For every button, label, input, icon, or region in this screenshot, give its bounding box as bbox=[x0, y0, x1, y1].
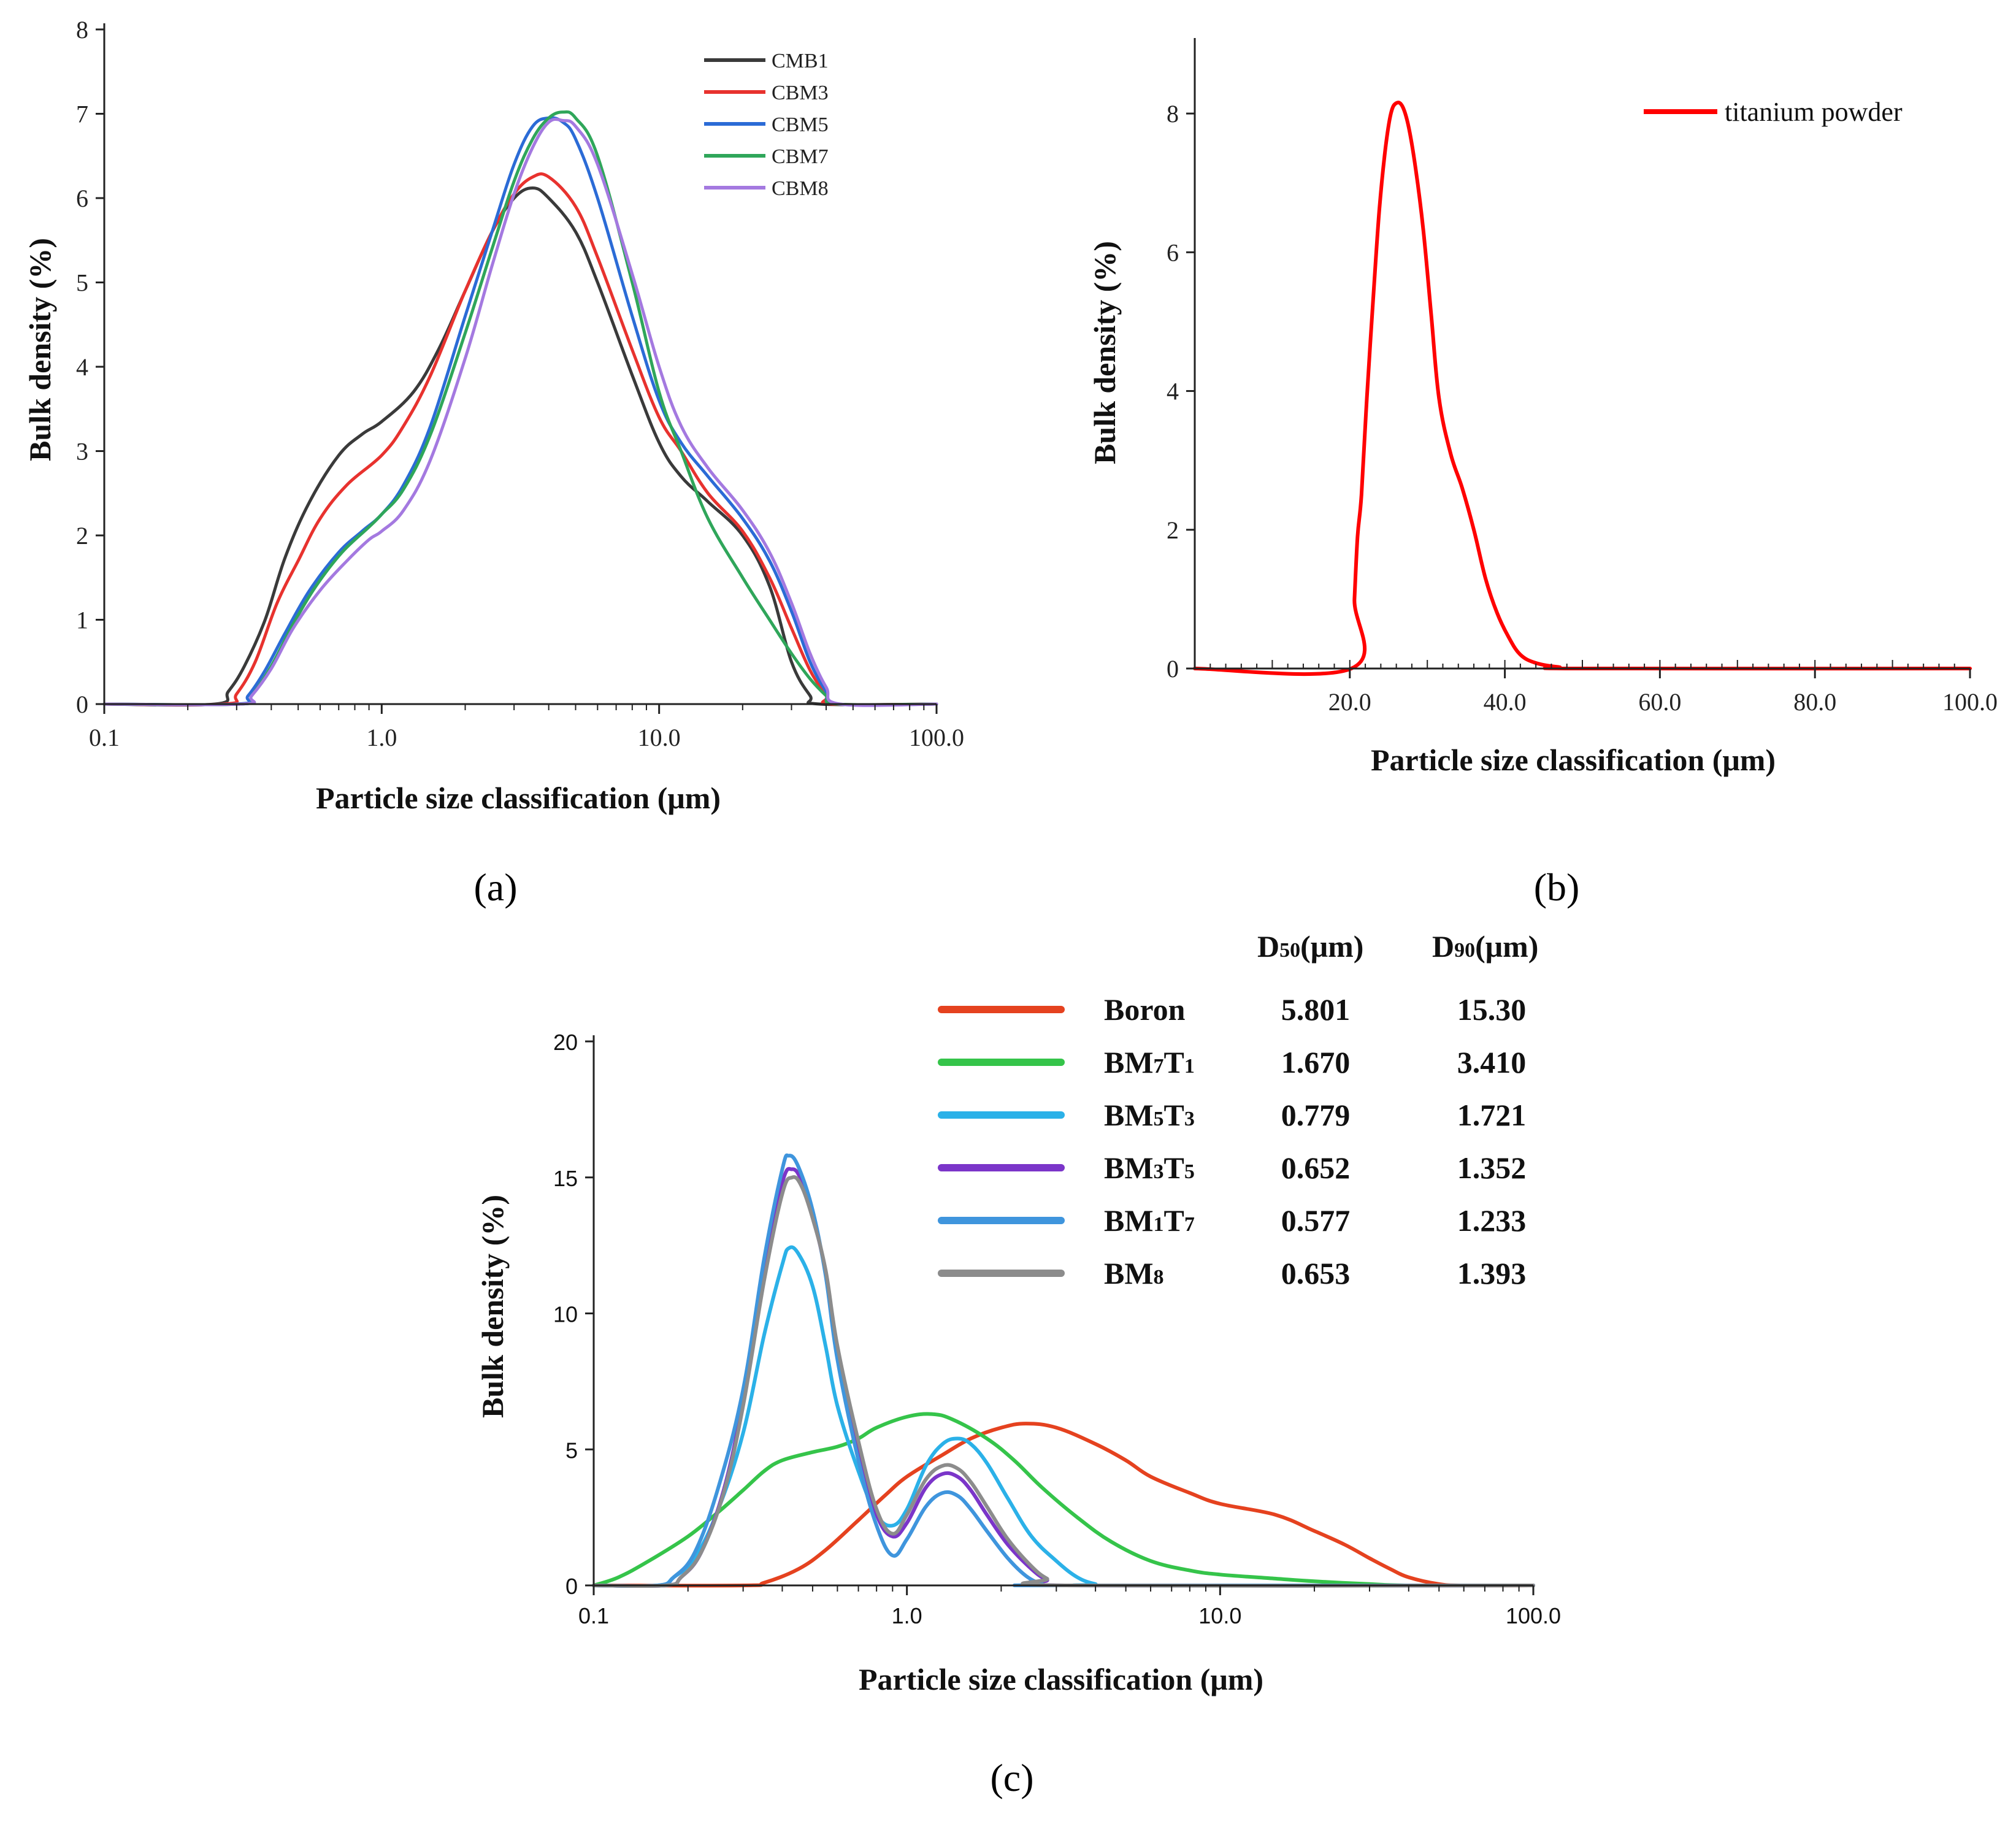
c-series-bm7t1-line bbox=[592, 1412, 1535, 1588]
c-y-tick-label: 20 bbox=[553, 1030, 578, 1055]
panel-c-legend-label-boron: Boron bbox=[1104, 992, 1186, 1027]
panel-c-legend-d90-bm5t3: 1.721 bbox=[1457, 1098, 1527, 1132]
b-x-tick-label: 60.0 bbox=[1638, 688, 1681, 716]
panel-a-axes bbox=[103, 23, 937, 705]
panel-b-label: (b) bbox=[1534, 865, 1580, 909]
panel-a-xlabel: Particle size classification (μm) bbox=[316, 781, 721, 815]
panel-a-legend-label-cbm3: CBM3 bbox=[772, 82, 829, 104]
c-series-bm8-line bbox=[592, 1175, 1535, 1588]
b-y-tick-label: 2 bbox=[1167, 516, 1179, 544]
b-x-tick-label: 100.0 bbox=[1942, 688, 1998, 716]
panel-a-series-group bbox=[102, 110, 938, 707]
c-x-tick-label: 10.0 bbox=[1198, 1603, 1241, 1628]
panel-c-legend: D50(μm) D90(μm) Boron 5.801 15.30 BM7T1 1.670 3… bbox=[938, 929, 1538, 1290]
b-x-tick-label: 20.0 bbox=[1328, 688, 1371, 716]
c-y-tick-label: 15 bbox=[553, 1166, 578, 1191]
c-x-tick-label: 1.0 bbox=[892, 1603, 922, 1628]
panel-b-axes bbox=[1194, 38, 1970, 670]
panel-c-legend-label-bm5t3: BM5T3 bbox=[1104, 1098, 1195, 1132]
panel-c-xlabel: Particle size classification (μm) bbox=[859, 1662, 1263, 1696]
panel-c-axes bbox=[592, 1035, 1533, 1587]
c-y-tick-label: 5 bbox=[565, 1438, 578, 1463]
c-y-tick-label: 10 bbox=[553, 1302, 578, 1327]
a-series-cbm7-line bbox=[102, 110, 938, 707]
b-x-tick-label: 40.0 bbox=[1484, 688, 1527, 716]
b-y-tick-label: 4 bbox=[1167, 378, 1179, 405]
panel-a-legend: CMB1 CBM3 CBM5 CBM7 CBM8 bbox=[704, 50, 829, 200]
panel-c-ylabel: Bulk density (%) bbox=[475, 1195, 510, 1418]
a-x-tick-label: 0.1 bbox=[89, 724, 120, 751]
panel-c-legend-d90-bm1t7: 1.233 bbox=[1457, 1203, 1527, 1238]
a-y-tick-label: 8 bbox=[76, 16, 88, 44]
panel-c-legend-d90-bm3t5: 1.352 bbox=[1457, 1151, 1527, 1185]
panel-c-legend-label-bm1t7: BM1T7 bbox=[1104, 1203, 1195, 1238]
a-x-tick-label: 10.0 bbox=[638, 724, 681, 751]
panel-b-series-group bbox=[1193, 101, 1972, 676]
c-series-boron-line bbox=[592, 1422, 1535, 1588]
a-y-tick-label: 7 bbox=[76, 101, 88, 128]
panel-c-legend-label-bm3t5: BM3T5 bbox=[1104, 1151, 1195, 1185]
panel-b-legend: titanium powder bbox=[1644, 97, 1903, 127]
b-x-tick-label: 80.0 bbox=[1793, 688, 1836, 716]
a-y-tick-label: 6 bbox=[76, 185, 88, 212]
panel-a-label: (a) bbox=[473, 865, 517, 909]
panel-a-legend-label-cmb1: CMB1 bbox=[772, 50, 829, 72]
panel-a-legend-label-cbm7: CBM7 bbox=[772, 145, 829, 168]
panel-c-label: (c) bbox=[990, 1756, 1033, 1799]
panel-c-legend-d90-bm7t1: 3.410 bbox=[1457, 1045, 1527, 1079]
a-series-cbm3-line bbox=[102, 172, 938, 707]
panel-c-series-group bbox=[592, 1153, 1535, 1588]
panel-c-legend-d50-bm7t1: 1.670 bbox=[1281, 1045, 1351, 1079]
a-x-tick-label: 1.0 bbox=[366, 724, 397, 751]
a-y-tick-label: 1 bbox=[76, 607, 88, 634]
panel-b-chart: 20.0 40.0 60.0 80.0 100.0 0 2 4 6 8 Particle size… bbox=[1087, 38, 1998, 909]
panel-a-ylabel: Bulk density (%) bbox=[23, 238, 57, 461]
panel-c-legend-d50-bm8: 0.653 bbox=[1281, 1256, 1351, 1290]
c-x-tick-label: 100.0 bbox=[1506, 1603, 1561, 1628]
panel-c-legend-d90-boron: 15.30 bbox=[1457, 992, 1527, 1027]
panel-c-legend-d50-bm3t5: 0.652 bbox=[1281, 1151, 1351, 1185]
a-x-tick-label: 100.0 bbox=[909, 724, 964, 751]
a-y-tick-label: 5 bbox=[76, 269, 88, 297]
panel-b-xlabel: Particle size classification (μm) bbox=[1371, 743, 1776, 777]
panel-c-legend-header-d50: D50(μm) bbox=[1257, 929, 1363, 964]
c-series-bm5t3-line bbox=[592, 1245, 1535, 1588]
panel-c-legend-label-bm7t1: BM7T1 bbox=[1104, 1045, 1195, 1079]
panel-c-legend-d50-bm5t3: 0.779 bbox=[1281, 1098, 1351, 1132]
b-series-titanium-powder-line bbox=[1193, 101, 1972, 676]
panel-c-legend-header-d90: D90(μm) bbox=[1432, 929, 1538, 964]
a-y-tick-label: 3 bbox=[76, 438, 88, 466]
panel-a-legend-label-cbm8: CBM8 bbox=[772, 177, 829, 200]
a-series-cbm5-line bbox=[102, 116, 938, 707]
a-y-tick-label: 0 bbox=[76, 691, 88, 718]
b-y-tick-label: 6 bbox=[1167, 239, 1179, 266]
panel-c-legend-d50-bm1t7: 0.577 bbox=[1281, 1203, 1351, 1238]
panel-c-chart: 0.1 1.0 10.0 100.0 0 5 10 15 20 Particle size cl… bbox=[475, 929, 1561, 1799]
panel-c-legend-d50-boron: 5.801 bbox=[1281, 992, 1351, 1027]
a-y-tick-label: 4 bbox=[76, 353, 88, 381]
panel-c-legend-label-bm8: BM8 bbox=[1104, 1256, 1164, 1290]
a-series-cmb1-line bbox=[102, 186, 938, 707]
b-y-tick-label: 8 bbox=[1167, 100, 1179, 128]
c-series-bm3t5-line bbox=[592, 1167, 1535, 1588]
c-x-tick-label: 0.1 bbox=[578, 1603, 609, 1628]
panel-a-legend-label-cbm5: CBM5 bbox=[772, 113, 829, 136]
a-series-cbm8-line bbox=[102, 117, 938, 707]
a-y-tick-label: 2 bbox=[76, 522, 88, 550]
panel-c-legend-d90-bm8: 1.393 bbox=[1457, 1256, 1527, 1290]
panel-a-chart: 0.1 1.0 10.0 100.0 0 1 2 3 4 5 6 7 8 Particle size c… bbox=[23, 16, 964, 909]
b-y-tick-label: 0 bbox=[1167, 655, 1179, 683]
c-y-tick-label: 0 bbox=[565, 1574, 578, 1599]
panel-b-ylabel: Bulk density (%) bbox=[1087, 241, 1122, 464]
panel-b-legend-label-titanium-powder: titanium powder bbox=[1725, 97, 1903, 127]
